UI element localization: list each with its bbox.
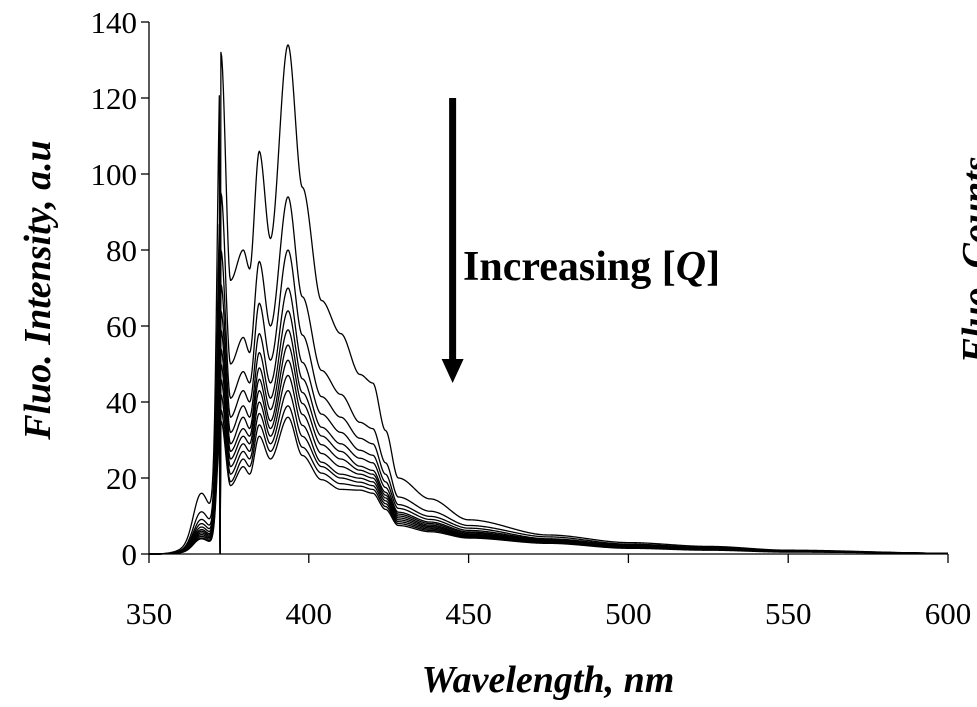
y-tick-label: 80 xyxy=(106,233,137,268)
x-tick-label: 500 xyxy=(605,596,652,631)
x-axis-title: Wavelength, nm xyxy=(422,659,675,701)
annotation-text: Increasing [Q] xyxy=(463,244,720,290)
y-axis-title: Fluo. Intensity, a.u xyxy=(17,140,59,441)
x-tick-label: 600 xyxy=(925,596,972,631)
right-y-axis-title: Fluo. Counts xyxy=(955,157,977,365)
spectrum-line-12 xyxy=(149,416,948,555)
x-ticks: 350 400 450 500 550 600 xyxy=(126,554,972,631)
plot-lines xyxy=(149,44,948,555)
x-tick-label: 550 xyxy=(765,596,812,631)
y-tick-label: 20 xyxy=(106,461,137,496)
arrow-down-icon xyxy=(441,359,464,383)
quencher-annotation: Increasing [Q] xyxy=(441,98,720,383)
x-tick-label: 350 xyxy=(126,596,173,631)
y-tick-label: 120 xyxy=(91,81,138,116)
y-tick-label: 0 xyxy=(122,537,138,572)
x-tick-label: 400 xyxy=(286,596,333,631)
spectrum-line-11 xyxy=(149,405,948,555)
y-tick-label: 60 xyxy=(106,309,137,344)
y-tick-label: 100 xyxy=(91,157,138,192)
annotation-suffix: ] xyxy=(706,244,720,290)
spectrum-line-1 xyxy=(149,44,948,555)
x-tick-label: 450 xyxy=(445,596,492,631)
spectrum-line-3 xyxy=(149,249,948,555)
annotation-prefix: Increasing [ xyxy=(463,244,676,290)
annotation-quencher-symbol: Q xyxy=(676,244,706,290)
y-tick-label: 40 xyxy=(106,385,137,420)
spectrum-line-10 xyxy=(149,389,948,555)
y-ticks: 0 20 40 60 80 100 120 140 xyxy=(91,5,149,572)
spectrum-line-9 xyxy=(149,374,948,555)
y-tick-label: 140 xyxy=(91,5,138,40)
spectrum-line-5 xyxy=(149,310,948,555)
